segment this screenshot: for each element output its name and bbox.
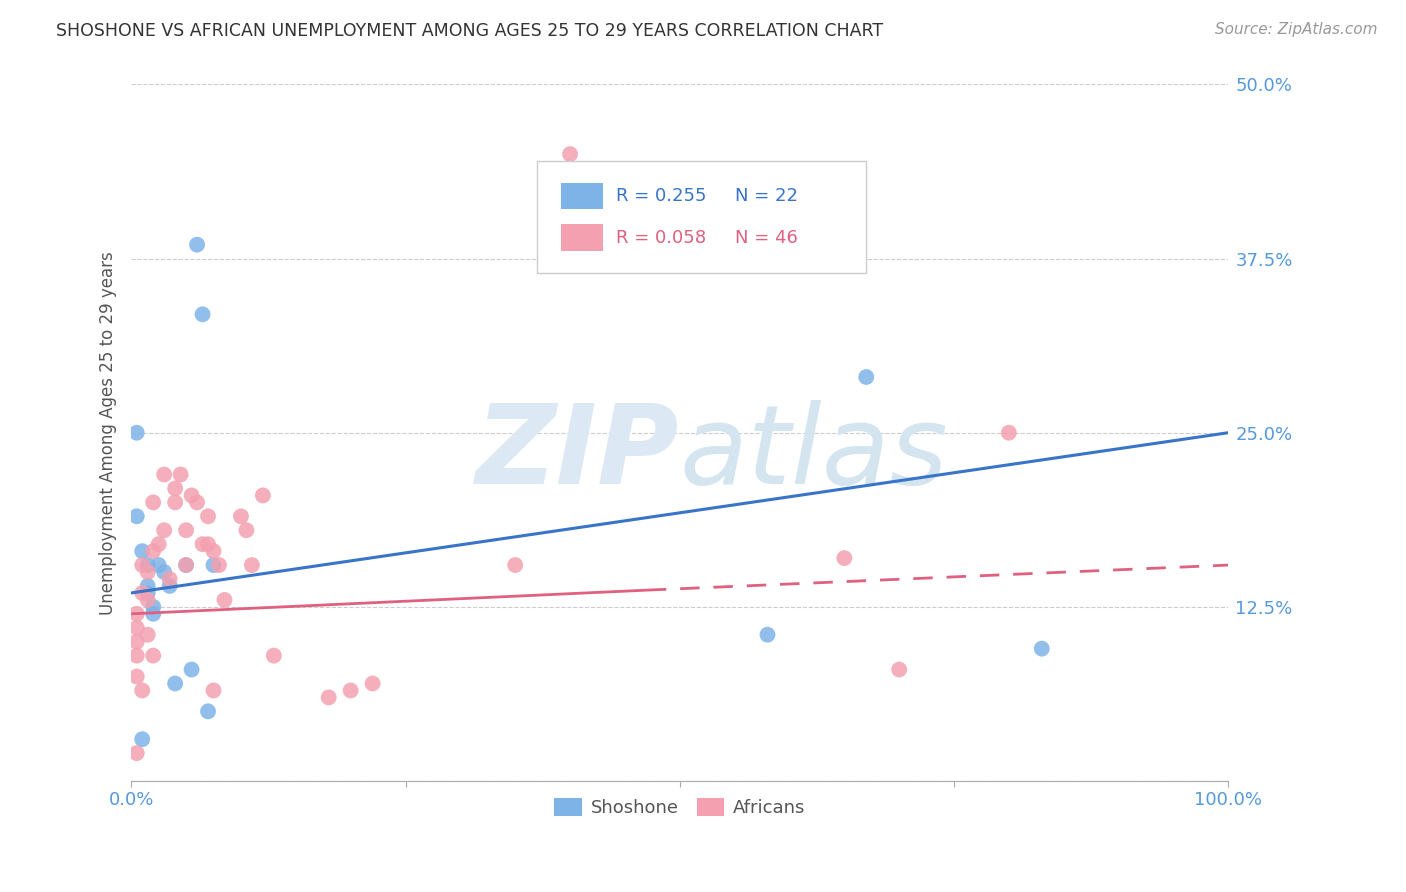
Text: Source: ZipAtlas.com: Source: ZipAtlas.com (1215, 22, 1378, 37)
Point (165, 676, 187, 690)
Point (136, 586, 159, 600)
Point (125, 607, 148, 621)
Point (318, 690, 340, 705)
Point (131, 586, 153, 600)
Point (131, 544, 153, 558)
Text: atlas: atlas (679, 401, 949, 508)
Point (558, 147, 581, 161)
Point (186, 495, 208, 509)
Point (235, 523, 257, 537)
Y-axis label: Unemployment Among Ages 25 to 29 years: Unemployment Among Ages 25 to 29 years (100, 251, 117, 615)
Point (252, 488, 274, 502)
Point (131, 732, 153, 747)
Point (136, 593, 159, 607)
Point (125, 425, 148, 440)
Point (855, 370, 877, 384)
Point (136, 628, 159, 642)
Point (998, 425, 1021, 440)
Point (174, 558, 197, 572)
Point (153, 565, 176, 579)
Point (142, 648, 165, 663)
Point (186, 237, 208, 252)
Text: SHOSHONE VS AFRICAN UNEMPLOYMENT AMONG AGES 25 TO 29 YEARS CORRELATION CHART: SHOSHONE VS AFRICAN UNEMPLOYMENT AMONG A… (56, 22, 883, 40)
Point (148, 537, 170, 551)
Point (361, 676, 384, 690)
Point (169, 467, 191, 482)
Point (165, 495, 187, 509)
Point (153, 467, 176, 482)
Point (214, 593, 236, 607)
Point (125, 621, 148, 635)
Text: R = 0.255: R = 0.255 (616, 187, 707, 205)
Point (756, 628, 779, 642)
Point (191, 537, 214, 551)
Point (136, 558, 159, 572)
Point (503, 558, 526, 572)
Point (159, 572, 181, 586)
Point (136, 565, 159, 579)
Point (202, 558, 225, 572)
Point (159, 579, 181, 593)
Point (202, 544, 225, 558)
Point (174, 523, 197, 537)
Text: N = 46: N = 46 (734, 228, 797, 247)
Point (142, 495, 165, 509)
Point (889, 663, 911, 677)
Point (174, 558, 197, 572)
FancyBboxPatch shape (537, 161, 866, 273)
Point (208, 558, 231, 572)
Point (197, 704, 219, 718)
Point (202, 683, 225, 698)
Point (142, 607, 165, 621)
Text: ZIP: ZIP (477, 401, 679, 508)
Point (142, 544, 165, 558)
Point (191, 307, 214, 321)
FancyBboxPatch shape (561, 225, 603, 251)
Point (165, 482, 187, 496)
Point (142, 599, 165, 614)
Point (197, 509, 219, 524)
Point (197, 537, 219, 551)
Text: N = 22: N = 22 (734, 187, 797, 205)
Point (240, 558, 263, 572)
Point (125, 669, 148, 683)
Point (153, 523, 176, 537)
Point (229, 509, 252, 524)
Point (131, 683, 153, 698)
Text: R = 0.058: R = 0.058 (616, 228, 706, 247)
Point (125, 648, 148, 663)
Point (180, 488, 202, 502)
Point (125, 746, 148, 760)
Point (148, 558, 170, 572)
Point (834, 551, 856, 566)
Point (125, 634, 148, 648)
Point (125, 509, 148, 524)
Point (180, 663, 202, 677)
FancyBboxPatch shape (561, 183, 603, 209)
Point (136, 579, 159, 593)
Legend: Shoshone, Africans: Shoshone, Africans (547, 790, 813, 824)
Point (131, 558, 153, 572)
Point (339, 683, 361, 698)
Point (1031, 641, 1053, 656)
Point (263, 648, 285, 663)
